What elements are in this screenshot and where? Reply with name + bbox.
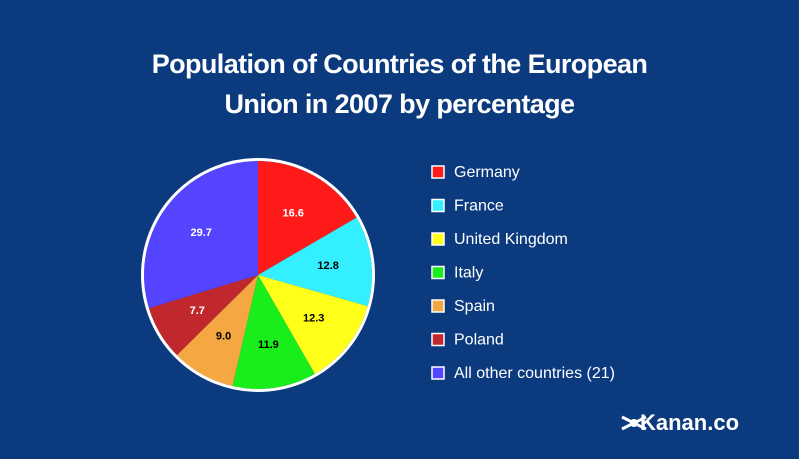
legend-label: France xyxy=(454,198,504,215)
brand-text: Kanan.co xyxy=(640,410,739,435)
data-label: 9.0 xyxy=(216,331,231,343)
pie-slice xyxy=(232,275,315,389)
data-label: 11.9 xyxy=(258,339,279,351)
legend-label: Spain xyxy=(454,298,495,315)
legend-label: United Kingdom xyxy=(454,231,568,248)
data-label: 16.6 xyxy=(283,208,304,220)
legend-swatch xyxy=(431,366,445,380)
legend-label: Germany xyxy=(454,164,520,181)
legend-label: Poland xyxy=(454,332,504,349)
legend-swatch xyxy=(431,299,445,313)
data-label: 7.7 xyxy=(190,305,205,317)
logo-dot xyxy=(630,419,638,427)
brand-logo xyxy=(621,415,647,431)
data-label: 29.7 xyxy=(191,227,212,239)
legend-swatch xyxy=(431,165,445,179)
pie-slice xyxy=(258,275,368,374)
legend-label: Italy xyxy=(454,265,483,282)
pie-slice xyxy=(176,275,258,387)
data-label: 12.3 xyxy=(303,312,324,324)
data-label: 12.8 xyxy=(317,260,338,272)
legend-swatch xyxy=(431,332,445,347)
pie-slice xyxy=(144,161,258,309)
chart-title: Population of Countries of the European … xyxy=(151,49,648,119)
legend-swatch xyxy=(431,265,445,280)
pie-slice xyxy=(258,161,357,275)
pie-slice xyxy=(148,275,258,356)
legend-swatch xyxy=(431,198,445,213)
pie-slice xyxy=(258,217,372,307)
legend-swatch xyxy=(431,232,445,246)
pie-border xyxy=(141,158,375,392)
legend-label: All other countries (21) xyxy=(454,365,615,382)
